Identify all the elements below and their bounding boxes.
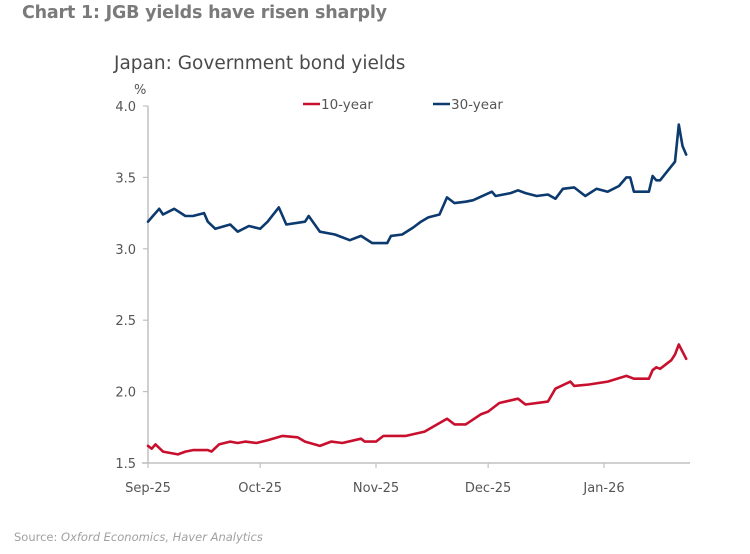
x-tick-label: Nov-25 <box>353 481 399 496</box>
source-text: Oxford Economics, Haver Analytics <box>61 530 263 544</box>
series-line-30-year <box>146 123 688 245</box>
x-tick-label: Jan-26 <box>582 481 624 496</box>
chart-heading: Chart 1: JGB yields have risen sharply <box>22 3 387 23</box>
x-tick-label: Dec-25 <box>465 481 511 496</box>
axes: 1.5 2.0 2.5 3.0 3.5 4.0 Sep-25 Oct-25 Nov-25 Dec-… <box>115 100 690 496</box>
x-tick-label: Oct-25 <box>238 481 282 496</box>
source-prefix: Source: <box>14 530 62 544</box>
y-tick-label: 2.0 <box>115 386 136 401</box>
series-line-10-year <box>146 343 688 456</box>
legend-label-10-year: 10-year <box>321 97 373 113</box>
y-tick-label: 1.5 <box>115 457 136 472</box>
y-tick-label: 3.5 <box>115 171 136 186</box>
chart-title: Japan: Government bond yields <box>114 53 406 74</box>
x-tick-label: Sep-25 <box>125 481 171 496</box>
legend: 10-year 30-year <box>303 97 503 113</box>
legend-label-30-year: 30-year <box>451 97 503 113</box>
source-note: Source: Oxford Economics, Haver Analytic… <box>14 530 263 544</box>
y-tick-label: 3.0 <box>115 243 136 258</box>
series-layer <box>146 123 688 456</box>
y-tick-label: 2.5 <box>115 314 136 329</box>
y-tick-label: 4.0 <box>115 100 136 115</box>
y-axis-unit-label: % <box>134 83 146 98</box>
